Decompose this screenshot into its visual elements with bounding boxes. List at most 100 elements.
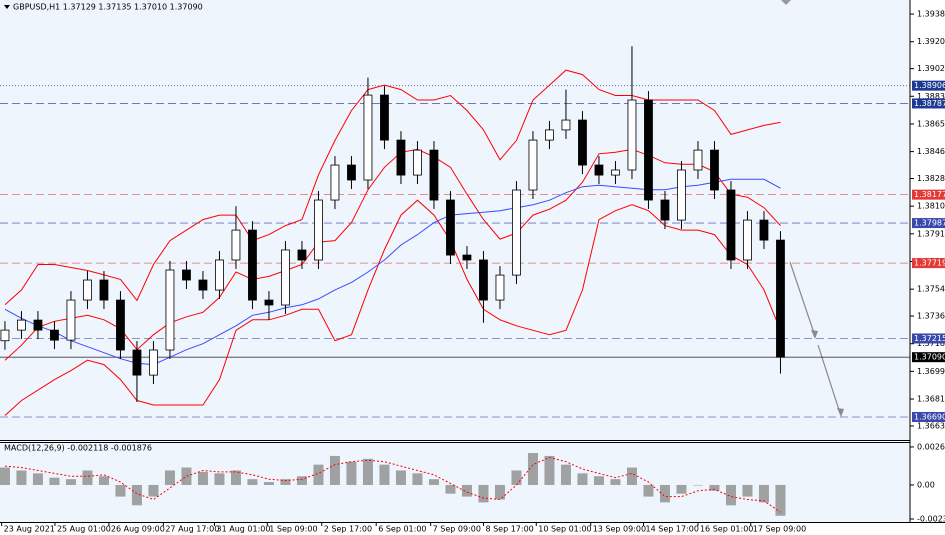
candle-body [413,149,422,176]
candle-body [198,279,208,291]
macd-bar [148,484,159,497]
signal-line [4,456,781,513]
level-label: 1.37090 [914,353,945,362]
macd-bar [280,479,291,485]
candle-body [561,119,571,131]
macd-bar [758,484,769,503]
candle-body [165,269,175,351]
macd-bar [511,470,522,485]
x-tick-label: 8 Sep 17:00 [485,525,533,534]
candle-body [380,94,389,141]
candle-body [495,274,505,301]
macd-bar [775,484,786,516]
macd-bar [742,484,753,497]
level-label: 1.37215 [914,334,945,343]
macd-bar [0,467,10,485]
macd-bar [395,470,406,485]
x-tick-label: 23 Aug 2021 [4,525,55,534]
macd-bar [593,476,604,485]
candle-body [446,199,455,256]
candle-body [644,99,653,201]
level-label: 1.38787 [914,99,945,108]
macd-bar [32,473,43,485]
x-tick-label: 10 Sep 01:00 [538,525,591,534]
level-label: 1.38177 [914,190,945,199]
candle-body [99,279,109,301]
x-tick-label: 27 Aug 17:00 [165,525,219,534]
candle-body [479,259,488,301]
level-label-bg [912,80,945,91]
macd-bar [560,464,571,485]
y-tick-label: 1.39385 [917,10,945,19]
y-tick-label: 0.002619 [917,442,945,451]
y-tick-label: 1.36995 [917,367,945,376]
indicator-line [4,199,781,416]
y-tick-label: 1.36630 [917,421,945,430]
candle-body [149,349,158,376]
x-tick-label: 25 Aug 01:00 [57,525,111,534]
candle-body [743,219,752,261]
macd-bar [725,484,736,506]
macd-bar [692,484,703,486]
candle-body [330,164,340,201]
y-tick-label: 1.38835 [917,92,945,101]
level-label-bg [912,333,945,344]
macd-bar [428,479,439,485]
forecast-arrow [789,261,844,417]
y-tick-label: 1.39020 [917,64,945,73]
candle-body [710,149,719,191]
macd-bar [544,455,555,485]
macd-bar [65,479,76,485]
x-tick-label: 1 Sep 09:00 [269,525,317,534]
candle-body [66,299,76,341]
y-tick-label: 1.38465 [917,147,945,156]
chart-title: GBPUSD,H1 1.37129 1.37135 1.37010 1.3709… [13,3,203,12]
y-tick-label: -0.002344 [917,515,945,524]
macd-bar [412,473,423,485]
macd-bar [577,473,588,485]
level-label-bg [912,411,945,422]
x-tick-label: 14 Sep 17:00 [646,525,699,534]
macd-bar [626,467,637,485]
candle-body [726,189,736,261]
candle-body [215,259,224,291]
level-label-bg [912,352,945,363]
candle-body [231,229,241,261]
candle-body [545,129,554,141]
macd-bar [214,473,225,485]
macd-pane [0,442,910,522]
shift-marker [781,0,791,5]
candle-body [429,149,439,201]
macd-bar [131,484,142,506]
level-label-bg [912,218,945,229]
macd-bar [494,484,505,500]
y-tick-label: 1.38650 [917,119,945,128]
macd-bar [82,470,93,485]
x-tick-label: 31 Aug 01:00 [217,525,271,534]
macd-bar [478,484,489,503]
macd-bar [313,464,324,485]
macd-bar [527,453,538,485]
macd-bar [16,470,27,485]
candle-body [363,94,373,181]
macd-bar [247,479,258,485]
candle-body [627,99,637,171]
level-label: 1.38906 [914,81,945,90]
level-label-bg [912,189,945,200]
candle-body [17,319,26,331]
level-label: 1.37987 [914,219,945,228]
level-label-bg [912,98,945,109]
macd-bar [709,484,720,491]
macd-bar [296,476,307,485]
menu-icon [4,5,10,9]
x-tick-label: 2 Sep 17:00 [324,525,372,534]
x-tick-label: 7 Sep 09:00 [433,525,481,534]
candle-body [281,249,290,306]
candle-body [50,329,59,341]
macd-bar [115,484,126,497]
candle-body [347,164,356,181]
macd-bar [379,464,390,485]
candle-body [264,299,274,306]
macd-bar [329,455,340,485]
